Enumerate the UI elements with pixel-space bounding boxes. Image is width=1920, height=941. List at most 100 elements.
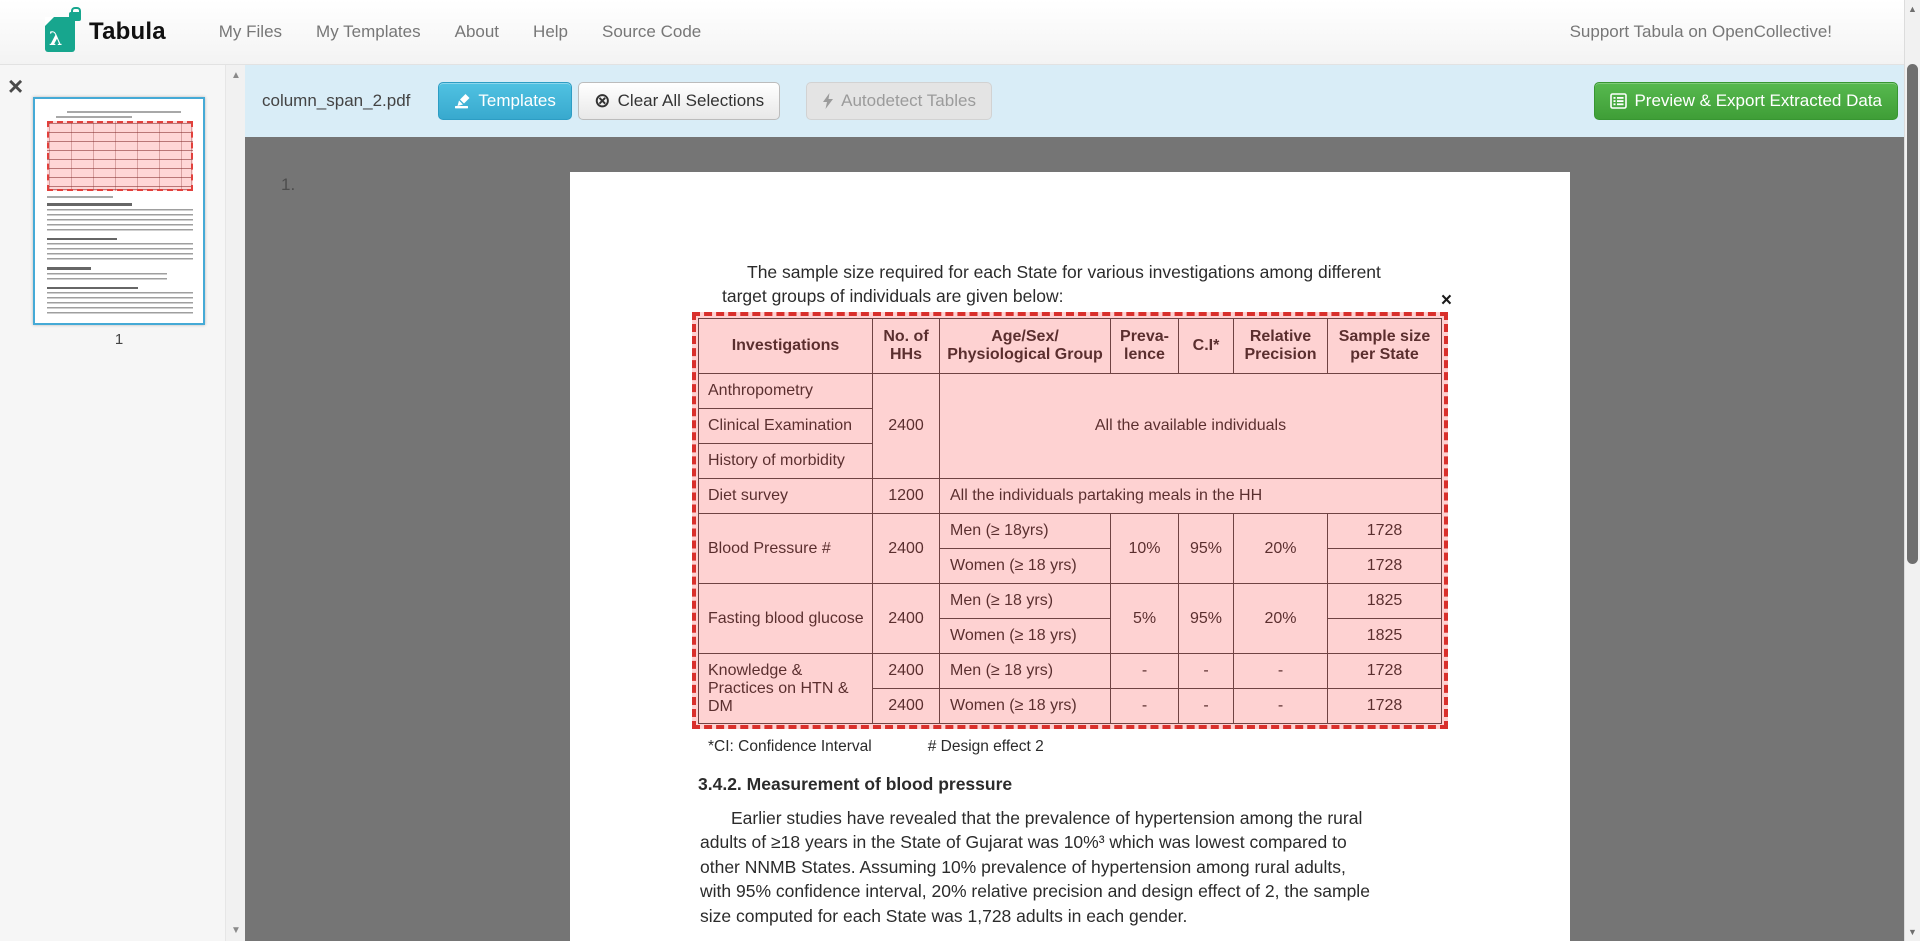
table-cell: Anthropometry — [698, 373, 873, 409]
window-scrollbar[interactable]: ▲ ▼ — [1904, 0, 1920, 941]
table-cell: Knowledge & Practices on HTN & DM — [698, 653, 873, 724]
nav-item-about[interactable]: About — [454, 22, 500, 41]
table-cell: - — [1110, 653, 1179, 689]
scroll-down-icon[interactable]: ▼ — [1908, 927, 1917, 937]
thumbnail-selection-box — [47, 121, 193, 191]
page-thumbnail[interactable] — [33, 97, 205, 325]
table-header: C.I* — [1178, 318, 1234, 374]
tabula-brand[interactable]: λ Tabula — [45, 7, 166, 52]
lightning-bolt-icon — [822, 93, 834, 109]
table-row: Diet survey 1200 All the individuals par… — [698, 478, 1442, 514]
sidebar-scrollbar[interactable]: ▲ ▼ — [225, 65, 245, 941]
lock-icon — [69, 7, 81, 21]
nav-item-my-files[interactable]: My Files — [218, 22, 283, 41]
body-paragraph: Earlier studies have revealed that the p… — [700, 806, 1444, 928]
table-header: Age/Sex/ Physiological Group — [939, 318, 1111, 374]
circle-x-icon: ⊗ — [593, 90, 611, 112]
clear-all-selections-button[interactable]: ⊗ Clear All Selections — [577, 82, 781, 120]
nav-menu: My Files My Templates About Help Source … — [202, 22, 718, 42]
table-cell: Women (≥ 18 yrs) — [939, 618, 1111, 654]
toolbar: column_span_2.pdf Templates ⊗ Clear All … — [245, 65, 1904, 137]
scrollbar-thumb[interactable] — [1907, 64, 1918, 564]
table-cell: 2400 — [872, 688, 940, 724]
table-cell: 2400 — [872, 583, 940, 654]
table-cell: 20% — [1233, 513, 1328, 584]
table-cell: 1728 — [1327, 513, 1442, 549]
table-cell: All the available individuals — [939, 373, 1442, 479]
footnote-design: # Design effect 2 — [927, 738, 1044, 755]
table-header: No. of HHs — [872, 318, 940, 374]
nav-item-source-code[interactable]: Source Code — [602, 22, 702, 41]
table-cell: Women (≥ 18 yrs) — [939, 688, 1111, 724]
sample-size-table: Investigations No. of HHs Age/Sex/ Physi… — [698, 318, 1442, 724]
remove-page-button[interactable]: × — [8, 71, 24, 101]
page-number-label: 1. — [281, 175, 296, 194]
clear-button-label: Clear All Selections — [617, 91, 765, 110]
table-cell: Blood Pressure # — [698, 513, 873, 584]
autodetect-button-label: Autodetect Tables — [841, 91, 976, 110]
table-row: 2400 Women (≥ 18 yrs) - - - 1728 — [699, 688, 1442, 724]
table-row: Fasting blood glucose 2400 Men (≥ 18 yrs… — [698, 583, 1442, 654]
pdf-filename: column_span_2.pdf — [262, 91, 411, 110]
table-row: History of morbidity — [698, 443, 1442, 479]
nav-item-my-templates[interactable]: My Templates — [316, 22, 421, 41]
table-cell: 2400 — [872, 513, 940, 584]
paragraph-line: adults of ≥18 years in the State of Guja… — [700, 832, 1347, 853]
table-cell: 95% — [1178, 583, 1234, 654]
table-cell: Clinical Examination — [698, 408, 873, 444]
page-thumbnail-sidebar: × 1 ▲ ▼ — [0, 65, 245, 941]
scroll-up-icon[interactable]: ▲ — [1908, 4, 1917, 14]
table-cell: 5% — [1110, 583, 1179, 654]
table-cell: - — [1110, 688, 1179, 724]
table-cell: Men (≥ 18 yrs) — [939, 653, 1111, 689]
intro-paragraph: The sample size required for each State … — [722, 260, 1444, 308]
table-header: Relative Precision — [1233, 318, 1328, 374]
sidebar-scroll-down-icon[interactable]: ▼ — [231, 925, 241, 936]
table-cell: Diet survey — [698, 478, 873, 514]
table-footnotes: *CI: Confidence Interval # Design effect … — [708, 738, 1100, 756]
templates-button[interactable]: Templates — [438, 82, 572, 120]
footnote-ci: *CI: Confidence Interval — [708, 738, 872, 755]
export-button-label: Preview & Export Extracted Data — [1634, 91, 1882, 110]
table-cell: 95% — [1178, 513, 1234, 584]
autodetect-tables-button[interactable]: Autodetect Tables — [806, 82, 992, 120]
table-cell: Men (≥ 18 yrs) — [939, 583, 1111, 619]
table-cell: History of morbidity — [698, 443, 873, 479]
paragraph-line: size computed for each State was 1,728 a… — [700, 905, 1188, 926]
tabula-logo-icon: λ — [45, 7, 81, 52]
templates-button-label: Templates — [478, 91, 556, 110]
table-cell: 1200 — [872, 478, 940, 514]
table-header: Preva- lence — [1110, 318, 1179, 374]
table-row: Knowledge & Practices on HTN & DM 2400 M… — [698, 653, 1442, 724]
table-cell: 2400 — [872, 653, 940, 689]
main-column: column_span_2.pdf Templates ⊗ Clear All … — [245, 65, 1904, 941]
intro-line: target groups of individuals are given b… — [722, 286, 1064, 306]
table-cell: 2400 — [872, 373, 940, 479]
table-cell: 10% — [1110, 513, 1179, 584]
table-cell: 1728 — [1327, 653, 1442, 689]
table-row: Women (≥ 18 yrs) 1825 — [699, 618, 1442, 654]
table-cell: - — [1178, 688, 1234, 724]
preview-export-button[interactable]: Preview & Export Extracted Data — [1594, 82, 1898, 120]
table-cell: All the individuals partaking meals in t… — [939, 478, 1442, 514]
template-import-icon — [454, 93, 471, 109]
app-body: × 1 ▲ ▼ column_span_ — [0, 65, 1904, 941]
table-row: Anthropometry 2400 All the available ind… — [698, 373, 1442, 479]
sidebar-scroll-up-icon[interactable]: ▲ — [231, 70, 241, 81]
paragraph-line: with 95% confidence interval, 20% relati… — [700, 881, 1370, 902]
thumbnail-preview — [35, 99, 203, 323]
paragraph-line: Earlier studies have revealed that the p… — [731, 808, 1363, 828]
top-navbar: λ Tabula My Files My Templates About Hel… — [0, 0, 1904, 65]
nav-item-help[interactable]: Help — [533, 22, 569, 41]
selection-close-icon[interactable]: × — [1440, 290, 1452, 311]
thumbnail-page-number: 1 — [114, 331, 124, 348]
table-row: Blood Pressure # 2400 Men (≥ 18yrs) 10% … — [698, 513, 1442, 584]
table-selection-overlay[interactable]: × — [692, 291, 1452, 729]
table-header-row: Investigations No. of HHs Age/Sex/ Physi… — [698, 318, 1442, 374]
pdf-page: The sample size required for each State … — [570, 172, 1570, 941]
paragraph-line: other NNMB States. Assuming 10% prevalen… — [700, 856, 1346, 877]
support-link[interactable]: Support Tabula on OpenCollective! — [1569, 22, 1832, 41]
table-cell: - — [1233, 688, 1328, 724]
section-heading: 3.4.2. Measurement of blood pressure — [698, 774, 1013, 794]
brand-name: Tabula — [89, 18, 166, 45]
